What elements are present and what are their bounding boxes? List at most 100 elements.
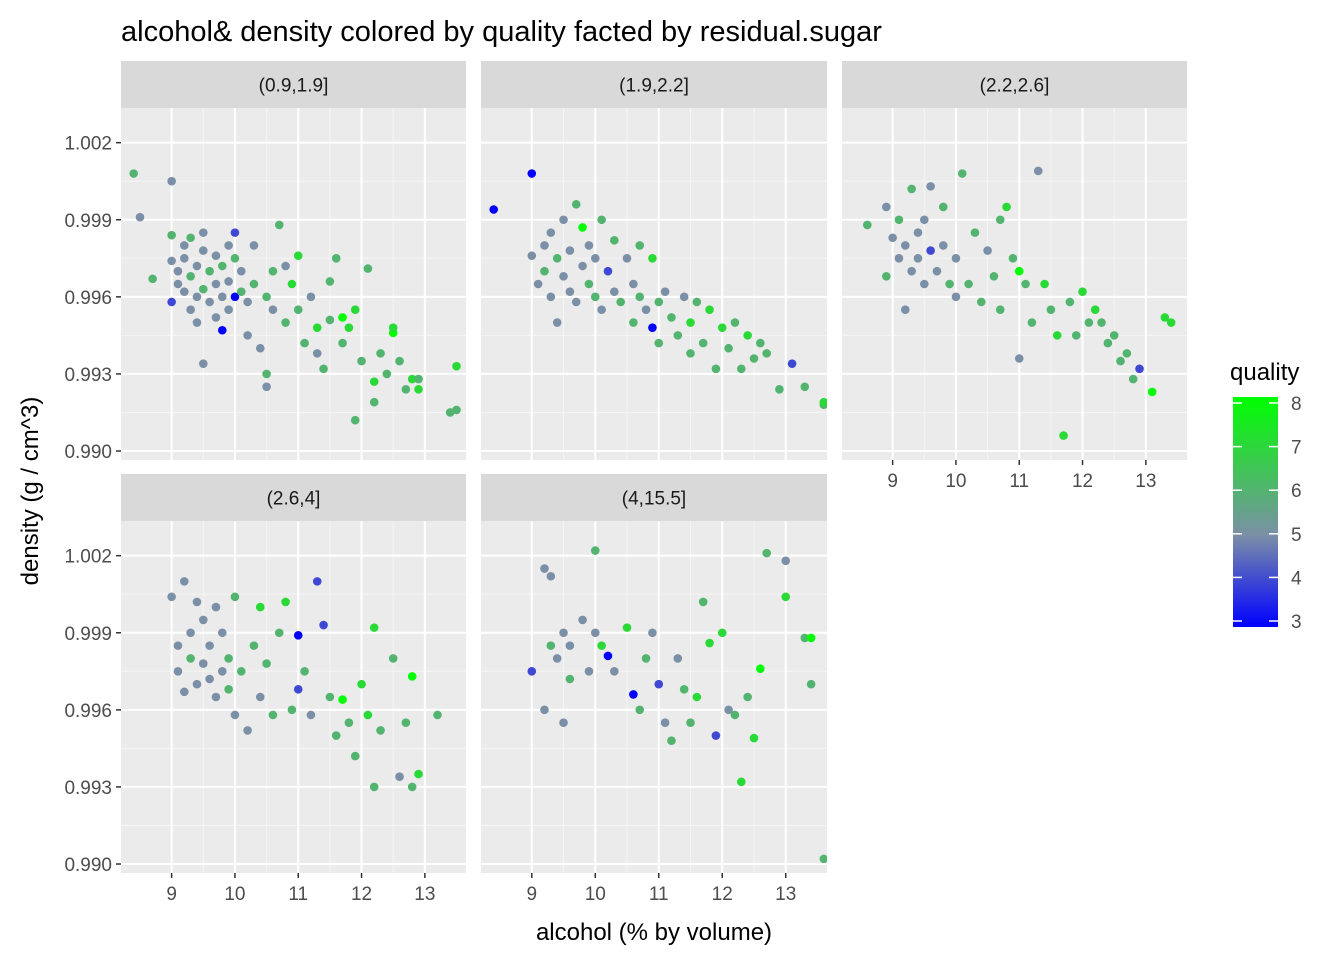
chart-title: alcohol& density colored by quality fact… [121,16,882,48]
data-point [819,397,827,407]
data-point [369,782,379,792]
data-point [1033,166,1043,176]
data-point [546,571,556,581]
data-point [527,169,537,178]
x-tick-label: 12 [1072,471,1093,492]
data-point [338,695,347,704]
data-point [331,254,341,263]
data-point [369,397,379,407]
data-point [660,287,670,297]
data-point [224,654,233,663]
data-point [414,385,423,394]
data-point [312,323,322,332]
data-point [762,548,771,558]
data-point [376,349,385,358]
data-point [673,654,683,663]
data-point [186,628,195,638]
data-point [894,254,904,263]
facet-panel: (2.6,4] 0.990 0.993 0.996 0.999 1.002 9 10 11 12 1… [64,474,466,905]
data-point [1128,374,1138,384]
data-point [1027,318,1037,327]
data-point [230,710,240,720]
data-point [338,338,347,348]
data-point [1084,318,1094,327]
data-point [1135,364,1144,374]
panel-background [481,108,827,460]
data-point [907,184,916,194]
data-point [578,223,587,232]
legend-title: quality [1230,359,1299,386]
data-point [281,261,290,271]
quality-legend: quality 3 4 5 6 7 8 [1230,359,1302,633]
data-point [686,349,695,358]
legend-tick-label: 4 [1291,568,1302,589]
data-point [357,356,366,366]
data-point [369,623,379,632]
data-point [571,200,581,209]
data-point [919,279,929,289]
facet-strip-label: (4,15.5] [622,489,686,510]
data-point [749,354,759,363]
data-point [249,279,259,289]
data-point [622,254,632,263]
data-point [540,564,549,573]
data-point [249,241,259,250]
data-point [262,382,271,392]
facet-strip-label: (2.6,4] [267,489,321,510]
facet-points [527,546,827,864]
y-tick-label: 0.996 [64,288,112,309]
data-point [369,377,379,386]
x-tick-label: 11 [288,884,308,905]
data-point [173,667,183,676]
data-point [730,710,740,720]
data-point [983,246,992,255]
y-tick-label: 0.993 [64,365,112,386]
facet-points [129,169,461,425]
data-point [559,271,568,281]
data-point [901,241,910,250]
data-point [230,292,240,302]
data-point [654,338,664,348]
data-point [926,246,935,255]
data-point [129,169,138,178]
data-point [597,305,606,314]
data-point [1160,313,1170,322]
facet-points [167,577,442,792]
data-point [180,577,189,586]
data-point [698,338,708,348]
data-point [262,369,271,379]
data-point [255,602,265,612]
data-point [762,349,771,358]
data-point [293,251,303,261]
data-point [224,684,233,694]
data-point [407,782,417,792]
x-axis-title: alcohol (% by volume) [536,919,772,946]
facet-panel: (0.9,1.9] 0.990 0.993 0.996 0.999 1.002 [64,61,466,463]
data-point [781,556,791,566]
data-point [527,667,537,676]
x-tick-label: 13 [775,884,796,905]
data-point [224,277,233,286]
data-point [635,292,645,302]
data-point [584,241,594,250]
data-point [590,292,600,302]
data-point [180,687,189,697]
data-point [590,546,600,555]
data-point [736,777,746,787]
data-point [711,731,721,740]
data-point [565,674,575,684]
data-point [452,405,461,415]
data-point [667,736,676,745]
data-point [268,305,278,314]
data-point [388,323,398,332]
data-point [217,667,227,676]
data-point [1002,202,1011,212]
y-tick-label: 0.990 [64,442,112,463]
data-point [559,215,568,225]
x-tick-label: 9 [526,884,537,905]
x-tick-label: 10 [224,884,245,905]
legend-tick-label: 8 [1291,394,1302,415]
data-point [243,331,252,340]
data-point [926,182,935,191]
data-point [186,233,195,243]
